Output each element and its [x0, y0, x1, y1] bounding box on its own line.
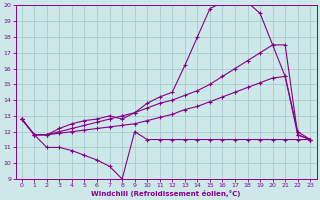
X-axis label: Windchill (Refroidissement éolien,°C): Windchill (Refroidissement éolien,°C)	[91, 190, 241, 197]
